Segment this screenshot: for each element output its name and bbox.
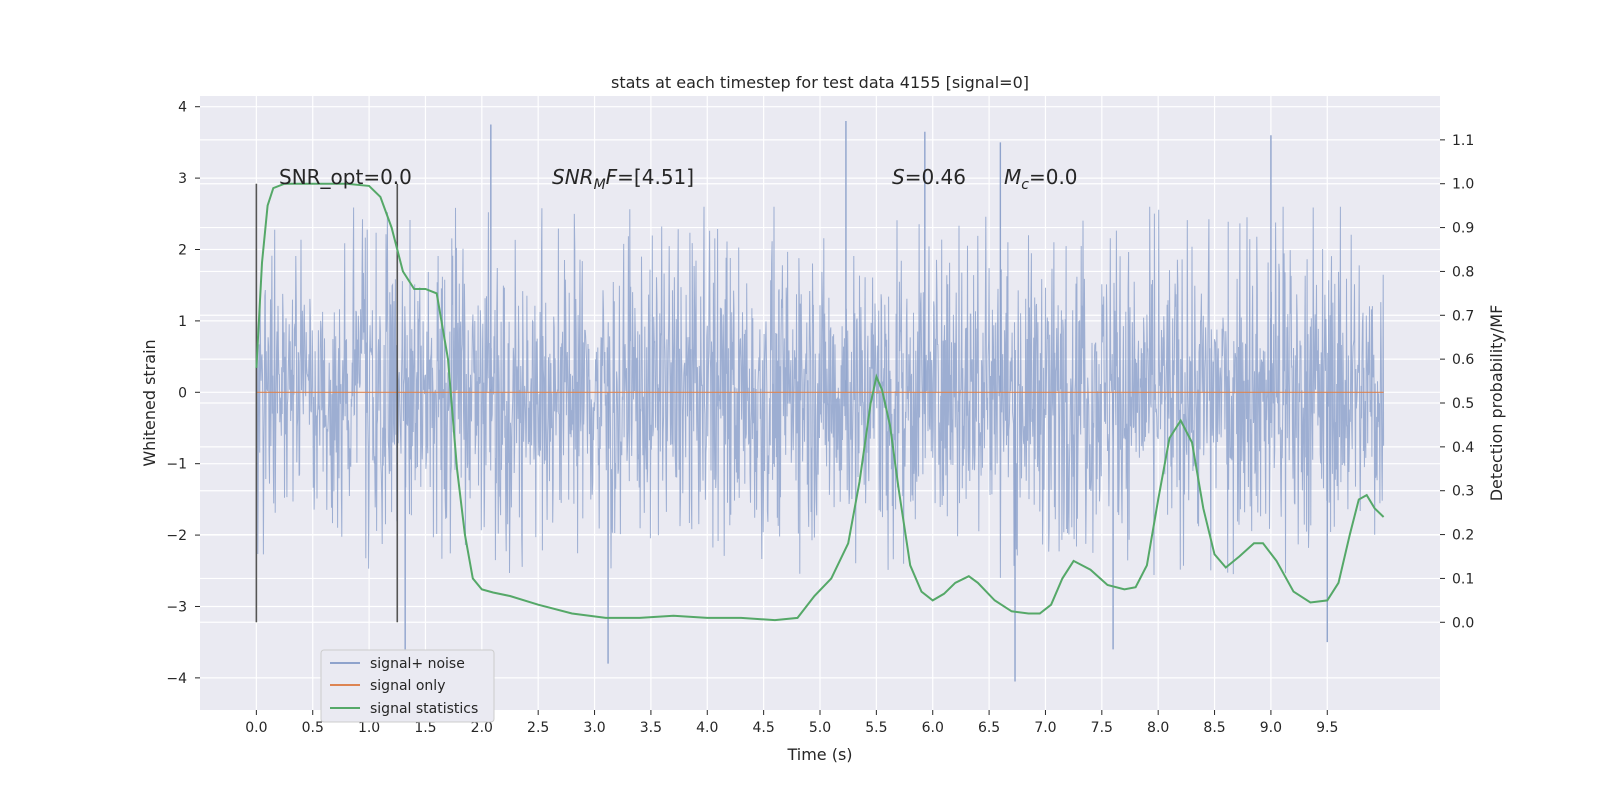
x-tick-label: 9.0 bbox=[1260, 720, 1282, 736]
y-right-tick-label: 1.0 bbox=[1452, 177, 1474, 193]
s-value: =0.46 bbox=[905, 165, 966, 189]
snr-mf-value: =[4.51] bbox=[617, 165, 694, 189]
y-right-tick-label: 0.9 bbox=[1452, 221, 1474, 237]
x-tick-label: 8.0 bbox=[1147, 720, 1169, 736]
y-right-tick-label: 0.7 bbox=[1452, 308, 1474, 324]
y-left-tick-label: −4 bbox=[166, 671, 187, 687]
y-right-tick-label: 0.4 bbox=[1452, 440, 1474, 456]
x-tick-label: 6.5 bbox=[978, 720, 1000, 736]
x-tick-label: 3.0 bbox=[583, 720, 605, 736]
y-right-tick-label: 0.5 bbox=[1452, 396, 1474, 412]
y-left-tick-label: 0 bbox=[178, 385, 187, 401]
y-right-tick-label: 0.1 bbox=[1452, 571, 1474, 587]
signal-noise-line bbox=[255, 206, 1385, 578]
y-axis-label-left: Whitened strain bbox=[140, 339, 159, 466]
y-left-tick-label: 4 bbox=[178, 100, 187, 116]
y-right-tick-label: 0.3 bbox=[1452, 484, 1474, 500]
annotation-s: S=0.46 bbox=[892, 165, 966, 189]
s-symbol: S bbox=[892, 165, 905, 189]
x-tick-label: 7.5 bbox=[1091, 720, 1113, 736]
y-left-tick-label: −3 bbox=[166, 599, 187, 615]
y-right-tick-label: 0.6 bbox=[1452, 352, 1474, 368]
mc-sub: c bbox=[1021, 177, 1029, 193]
mc-value: =0.0 bbox=[1029, 165, 1078, 189]
y-axis-label-right: Detection probability/MF bbox=[1487, 305, 1506, 502]
x-tick-label: 6.0 bbox=[922, 720, 944, 736]
annotation-mc: Mc=0.0 bbox=[1004, 165, 1078, 193]
x-tick-label: 7.0 bbox=[1034, 720, 1056, 736]
chart-title: stats at each timestep for test data 415… bbox=[611, 73, 1029, 92]
snr-mf-base: SNR bbox=[552, 165, 594, 189]
legend: signal+ noise signal only signal statist… bbox=[320, 649, 495, 723]
y-left-tick-label: 3 bbox=[178, 171, 187, 187]
y-left-tick-label: −1 bbox=[166, 457, 187, 473]
snr-mf-sub: M bbox=[594, 177, 606, 193]
x-tick-label: 0.5 bbox=[302, 720, 324, 736]
y-left-tick-label: 1 bbox=[178, 314, 187, 330]
mc-symbol: M bbox=[1004, 165, 1021, 189]
snr-mf-tail: F bbox=[606, 165, 618, 189]
y-right-tick-label: 0.0 bbox=[1452, 615, 1474, 631]
x-tick-label: 1.5 bbox=[414, 720, 436, 736]
vertical-markers bbox=[255, 183, 399, 623]
annotation-snr-mf: SNRMF=[4.51] bbox=[552, 165, 694, 193]
legend-label-signal-statistics: signal statistics bbox=[370, 701, 478, 717]
y-right-tick-label: 0.8 bbox=[1452, 264, 1474, 280]
annotation-snr-opt: SNR_opt=0.0 bbox=[279, 165, 412, 189]
signal-statistics-line bbox=[255, 182, 1385, 622]
y-right-tick-label: 1.1 bbox=[1452, 133, 1474, 149]
x-tick-label: 2.5 bbox=[527, 720, 549, 736]
x-tick-label: 3.5 bbox=[640, 720, 662, 736]
x-tick-label: 5.0 bbox=[809, 720, 831, 736]
x-tick-label: 0.0 bbox=[245, 720, 267, 736]
x-tick-label: 4.0 bbox=[696, 720, 718, 736]
legend-box bbox=[320, 649, 495, 723]
legend-label-signal-noise: signal+ noise bbox=[370, 656, 465, 672]
y-left-tick-label: −2 bbox=[166, 528, 187, 544]
y-right-tick-label: 0.2 bbox=[1452, 528, 1474, 544]
x-tick-label: 8.5 bbox=[1203, 720, 1225, 736]
x-tick-label: 4.5 bbox=[753, 720, 775, 736]
x-axis-label: Time (s) bbox=[786, 745, 852, 764]
signal-statistics-series bbox=[255, 182, 1385, 622]
x-tick-label: 5.5 bbox=[865, 720, 887, 736]
axis-ticks: 0.0 0.5 1.0 1.5 2.0 2.5 3.0 3.5 4.0 4.5 5.0 5.5 6.0 6… bbox=[166, 100, 1474, 736]
x-tick-label: 1.0 bbox=[358, 720, 380, 736]
x-tick-label: 2.0 bbox=[471, 720, 493, 736]
legend-label-signal-only: signal only bbox=[370, 678, 445, 694]
y-left-tick-label: 2 bbox=[178, 243, 187, 259]
signal-noise-series bbox=[255, 120, 1385, 682]
x-tick-label: 9.5 bbox=[1316, 720, 1338, 736]
